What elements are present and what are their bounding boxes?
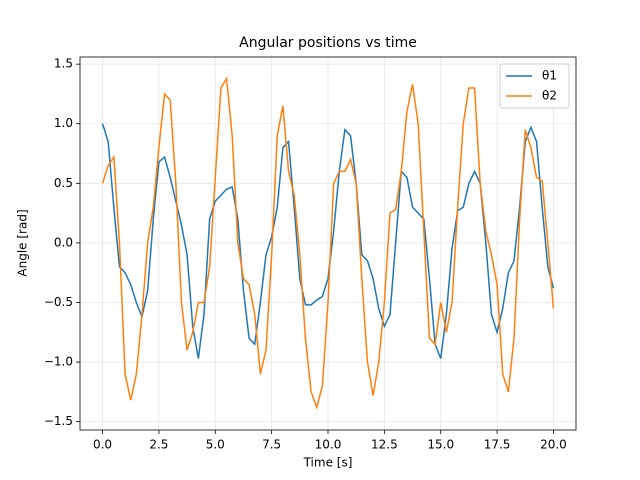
y-tick-label: 1.5 xyxy=(54,57,73,71)
x-tick-label: 10.0 xyxy=(315,438,342,452)
chart-title: Angular positions vs time xyxy=(239,35,417,51)
x-tick-label: 7.5 xyxy=(262,438,281,452)
y-tick-label: 0.5 xyxy=(54,176,73,190)
x-tick-label: 12.5 xyxy=(371,438,398,452)
x-tick-label: 20.0 xyxy=(540,438,567,452)
x-tick-label: 2.5 xyxy=(149,438,168,452)
legend-label: θ1 xyxy=(542,69,557,83)
y-axis-label: Angle [rad] xyxy=(16,209,30,276)
x-tick-label: 17.5 xyxy=(484,438,511,452)
y-tick-label: 1.0 xyxy=(54,116,73,130)
plot-frame xyxy=(79,56,577,431)
y-tick-label: −1.5 xyxy=(44,414,73,428)
line-series xyxy=(101,76,555,410)
x-tick-label: 5.0 xyxy=(206,438,225,452)
x-tick-label: 15.0 xyxy=(427,438,454,452)
legend-box xyxy=(499,63,570,109)
y-tick-label: −1.0 xyxy=(44,355,73,369)
y-tick-label: −0.5 xyxy=(44,295,73,309)
x-axis-label: Time [s] xyxy=(303,456,353,470)
legend-label: θ2 xyxy=(542,89,557,103)
y-tick-label: 0.0 xyxy=(54,235,73,249)
x-tick-label: 0.0 xyxy=(93,438,112,452)
